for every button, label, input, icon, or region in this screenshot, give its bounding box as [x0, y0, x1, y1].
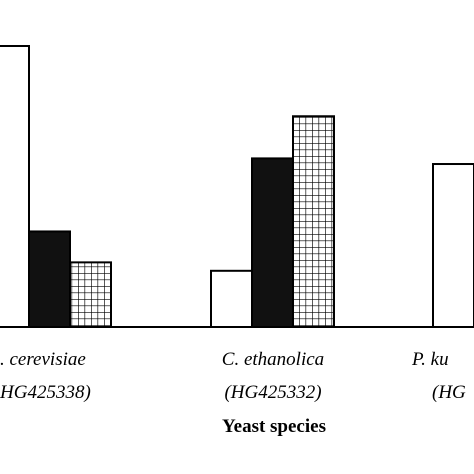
bar-white-1 [0, 45, 30, 328]
category-label-1: . cerevisiae [0, 349, 86, 370]
category-accession-2: (HG425332) [224, 382, 321, 403]
category-label-3: P. ku [411, 349, 449, 370]
category-label-2: C. ethanolica [222, 349, 324, 370]
bar-white-2 [210, 269, 253, 328]
bar-black-2 [251, 157, 294, 328]
bars-layer [0, 45, 474, 329]
category-accession-1: HG425338) [0, 382, 91, 403]
bar-grid-2 [292, 115, 335, 328]
x-axis-title: Yeast species [222, 416, 326, 437]
bar-black-1 [28, 230, 71, 329]
bar-white-3 [432, 163, 474, 328]
bar-grid-1 [69, 261, 112, 328]
category-accession-3: (HG [432, 382, 466, 403]
